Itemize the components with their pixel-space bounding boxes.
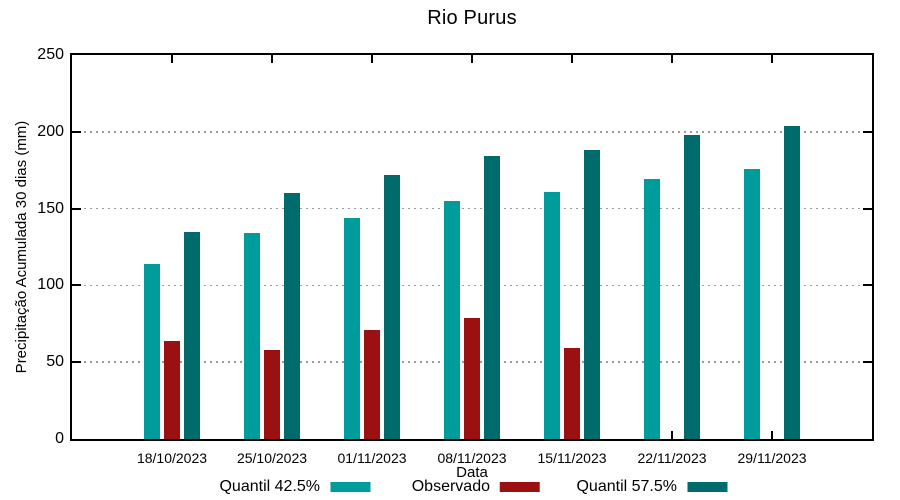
bar [684,134,700,439]
gridline [72,131,872,133]
bar [564,348,580,439]
x-tick-top [371,55,373,63]
x-tick-bottom [671,431,673,439]
x-tick-label: 22/11/2023 [637,450,707,466]
bar [784,125,800,439]
bar [344,217,360,439]
y-tick-left [72,207,81,210]
y-tick-label: 0 [55,430,64,447]
gridline [72,207,872,210]
bar [264,349,280,439]
y-tick-label: 100 [37,276,64,294]
y-tick-label: 250 [37,46,64,63]
x-tick-top [671,55,673,63]
bar [164,340,180,439]
x-tick-label: 25/10/2023 [236,450,308,466]
y-tick-right [863,361,872,364]
bar [484,156,500,439]
bar [384,174,400,439]
bar [464,317,480,439]
legend-entry-quantil-57-5: Quantil 57.5% [576,478,727,496]
x-tick-top [471,55,473,63]
y-tick-label: 200 [37,122,64,140]
gridline [72,284,872,287]
bar [584,150,600,439]
legend-entry-observado: Observado [412,478,540,496]
legend-entry-quantil-42-5: Quantil 42.5% [219,478,370,496]
chart-title: Rio Purus [427,7,517,29]
y-tick-left [72,130,81,133]
y-tick-label: 50 [46,353,64,371]
x-tick-top [771,55,773,63]
y-tick-left [72,361,81,364]
x-tick-label: 15/11/2023 [537,450,607,466]
bar [544,191,560,439]
x-tick-bottom [771,431,773,439]
x-tick-label: 01/11/2023 [337,450,407,466]
bar [644,179,660,439]
legend-label: Quantil 42.5% [219,478,320,495]
bar [284,193,300,439]
x-axis-label: Data [456,464,488,481]
x-tick-label: 18/10/2023 [136,450,208,466]
bar [184,231,200,439]
y-tick-label: 150 [37,199,64,217]
bar [244,233,260,439]
y-tick-right [863,284,872,287]
x-tick-top [171,55,173,63]
plot-border [70,53,874,441]
y-tick-right [863,207,872,210]
bar [364,329,380,439]
legend-swatch-quantil-42-5 [330,482,370,492]
x-tick-top [271,55,273,63]
bar [444,200,460,439]
legend-label: Quantil 57.5% [576,478,677,495]
bar [744,168,760,439]
legend-swatch-quantil-57-5 [687,482,727,492]
plot-area [72,55,872,439]
x-tick-label: 08/11/2023 [437,450,507,466]
bar [144,263,160,439]
y-tick-right [863,130,872,133]
y-tick-left [72,284,81,287]
x-tick-label: 29/11/2023 [737,450,807,466]
x-tick-top [571,55,573,63]
legend-swatch-observado [500,482,540,492]
y-axis-label: Precipitação Acumulada 30 dias (mm) [13,120,30,374]
legend-label: Observado [411,478,490,495]
